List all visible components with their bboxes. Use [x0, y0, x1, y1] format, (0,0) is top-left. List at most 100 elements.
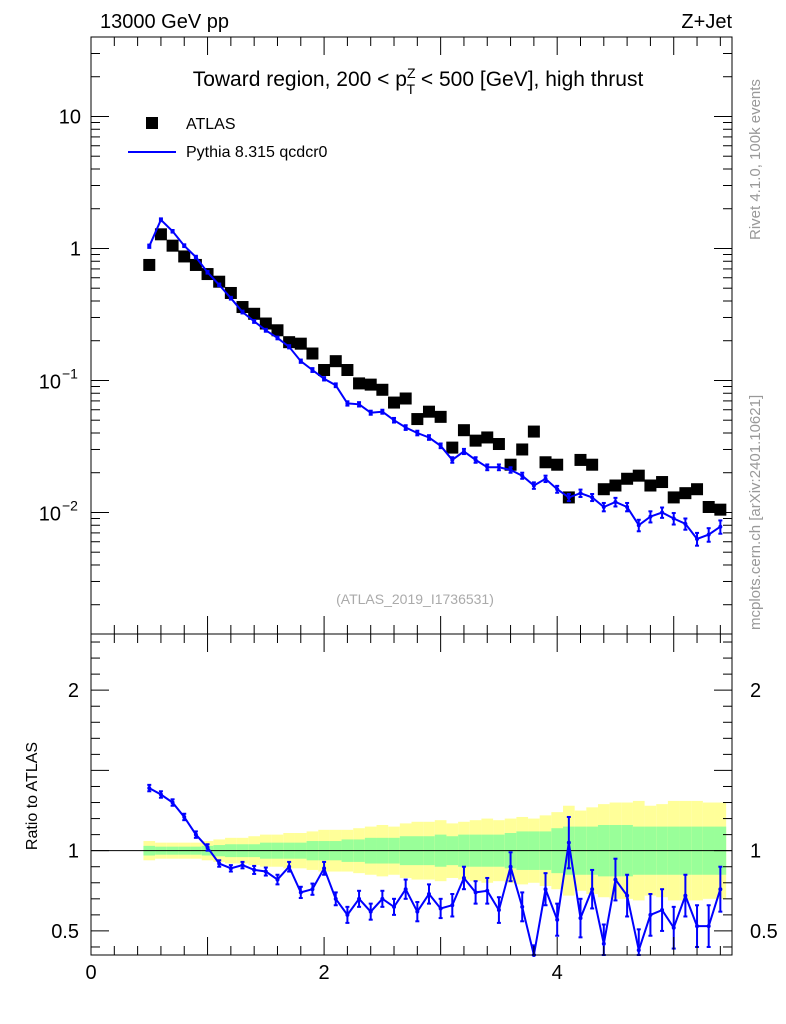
pythia-data-point [368, 410, 373, 415]
pythia-data-point [648, 514, 653, 519]
ratio-data-point [380, 896, 385, 901]
atlas-data-point [236, 301, 249, 314]
pythia-data-point [415, 430, 420, 435]
pythia-series-line [148, 218, 721, 541]
atlas-data-point [632, 469, 645, 482]
atlas-data-point [364, 378, 377, 391]
main-y-tick-label: 10 [39, 503, 61, 525]
atlas-data-point [481, 431, 494, 444]
atlas-data-point [539, 456, 552, 469]
pythia-data-point [147, 244, 152, 249]
atlas-data-point [469, 434, 482, 447]
ratio-y-tick-label-right: 1 [750, 841, 761, 863]
pythia-data-point [555, 487, 560, 492]
main-y-tick-label-exponent: −2 [62, 497, 78, 513]
pythia-data-point [566, 495, 571, 500]
ratio-frame [90, 633, 733, 956]
pythia-data-point [333, 383, 338, 388]
pythia-data-point [450, 457, 455, 462]
ratio-data-point [555, 917, 560, 922]
atlas-data-point [597, 483, 610, 496]
pythia-data-point [182, 243, 187, 248]
pythia-data-point [461, 449, 466, 454]
plot-title-sub: T [407, 81, 416, 97]
x-tick-label: 0 [85, 962, 96, 984]
pythia-data-point [660, 510, 665, 515]
ratio-data-point [660, 908, 665, 913]
ratio-data-point [147, 786, 152, 791]
pythia-data-point [718, 524, 723, 529]
main-y-tick-label: 10 [59, 106, 81, 128]
pythia-data-point [322, 376, 327, 381]
legend-pythia-label: Pythia 8.315 qcdcr0 [186, 144, 328, 161]
pythia-data-point [531, 483, 536, 488]
pythia-data-point [485, 465, 490, 470]
ratio-data-point [205, 845, 210, 850]
pythia-data-point [240, 310, 245, 315]
pythia-data-point [228, 296, 233, 301]
ratio-data-point [287, 864, 292, 869]
main-y-tick-label: 1 [70, 238, 81, 260]
ratio-y-tick-label: 0.5 [51, 921, 79, 943]
ratio-data-point [228, 866, 233, 871]
pythia-data-point [578, 491, 583, 496]
ratio-data-point [508, 864, 513, 869]
pythia-data-point [287, 344, 292, 349]
atlas-data-point [154, 228, 167, 241]
ratio-data-point [170, 800, 175, 805]
pythia-data-point [508, 467, 513, 472]
pythia-data-point [520, 473, 525, 478]
ratio-data-point [543, 887, 548, 892]
ratio-data-point [252, 867, 257, 872]
plot-title-part-1: Toward region, 200 < p [193, 68, 407, 91]
pythia-data-point [170, 229, 175, 234]
atlas-data-point [271, 324, 284, 337]
ratio-data-point [473, 890, 478, 895]
pythia-data-point [636, 523, 641, 528]
atlas-data-point [411, 413, 424, 426]
pythia-data-point [601, 504, 606, 509]
atlas-data-point [609, 479, 622, 492]
ratio-uncertainty-bands [91, 800, 732, 901]
atlas-data-point [574, 453, 587, 466]
atlas-data-point [259, 317, 272, 330]
pythia-data-point [473, 457, 478, 462]
atlas-data-point [527, 425, 540, 438]
pythia-data-point [263, 328, 268, 333]
ratio-data-point [240, 863, 245, 868]
atlas-data-point [399, 392, 412, 405]
plot-title-sup: Z [407, 65, 416, 81]
atlas-data-point [434, 410, 447, 423]
atlas-data-point [388, 396, 401, 409]
atlas-data-point [702, 500, 715, 513]
ratio-data-point [520, 904, 525, 909]
pythia-data-point [543, 476, 548, 481]
ratio-data-point [263, 869, 268, 874]
ratio-data-point [217, 861, 222, 866]
atlas-data-point [691, 483, 704, 496]
pythia-data-point [217, 282, 222, 287]
pythia-data-point [193, 255, 198, 260]
ratio-data-point [648, 912, 653, 917]
ratio-data-point [415, 909, 420, 914]
main-data-marks [143, 217, 727, 547]
ratio-data-point [485, 888, 490, 893]
pythia-data-point [392, 418, 397, 423]
atlas-data-point [551, 458, 564, 471]
atlas-data-point [714, 503, 727, 516]
ratio-data-point [706, 924, 711, 929]
x-tick-label: 4 [552, 962, 563, 984]
pythia-data-point [613, 500, 618, 505]
atlas-data-point [166, 239, 179, 252]
ratio-data-point [310, 887, 315, 892]
ratio-data-point [683, 893, 688, 898]
pythia-data-point [345, 401, 350, 406]
ratio-y-tick-label: 1 [68, 841, 79, 863]
atlas-data-point [644, 479, 657, 492]
atlas-data-point [504, 458, 517, 471]
analysis-watermark: (ATLAS_2019_I1736531) [336, 591, 494, 607]
atlas-data-point [341, 364, 354, 377]
ratio-data-point [426, 892, 431, 897]
